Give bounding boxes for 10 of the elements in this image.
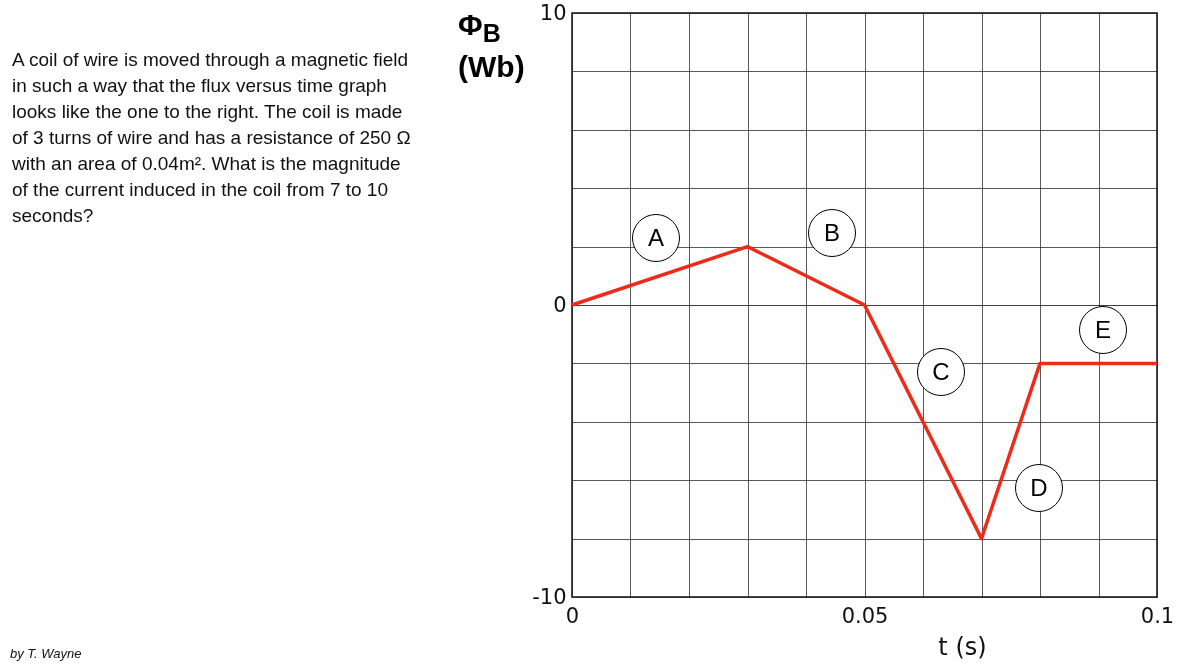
x-axis-title: t (s)	[938, 632, 987, 661]
line-series	[570, 244, 1159, 541]
text: A coil of wire is moved through a magnetic field in such a way that the flux versus time graph looks like the one to the right. The coil is made of 3 turns of wire and has a resistance of 250 Ω with an area of 0.04m². What is the magnitude of the current induced in the coil from 7 to 10 seconds?	[12, 48, 412, 228]
y-tick-label: 0	[553, 292, 567, 317]
y-axis-title: Φ$_{B}$ (Wb)	[458, 8, 525, 83]
y-tick-label: 10	[539, 0, 567, 25]
x-tick-label: 0.05	[841, 603, 889, 628]
text: by T. Wayne	[10, 645, 82, 663]
x-tick-label: 0.1	[1140, 603, 1175, 628]
y-tick-label: -10	[532, 584, 567, 609]
